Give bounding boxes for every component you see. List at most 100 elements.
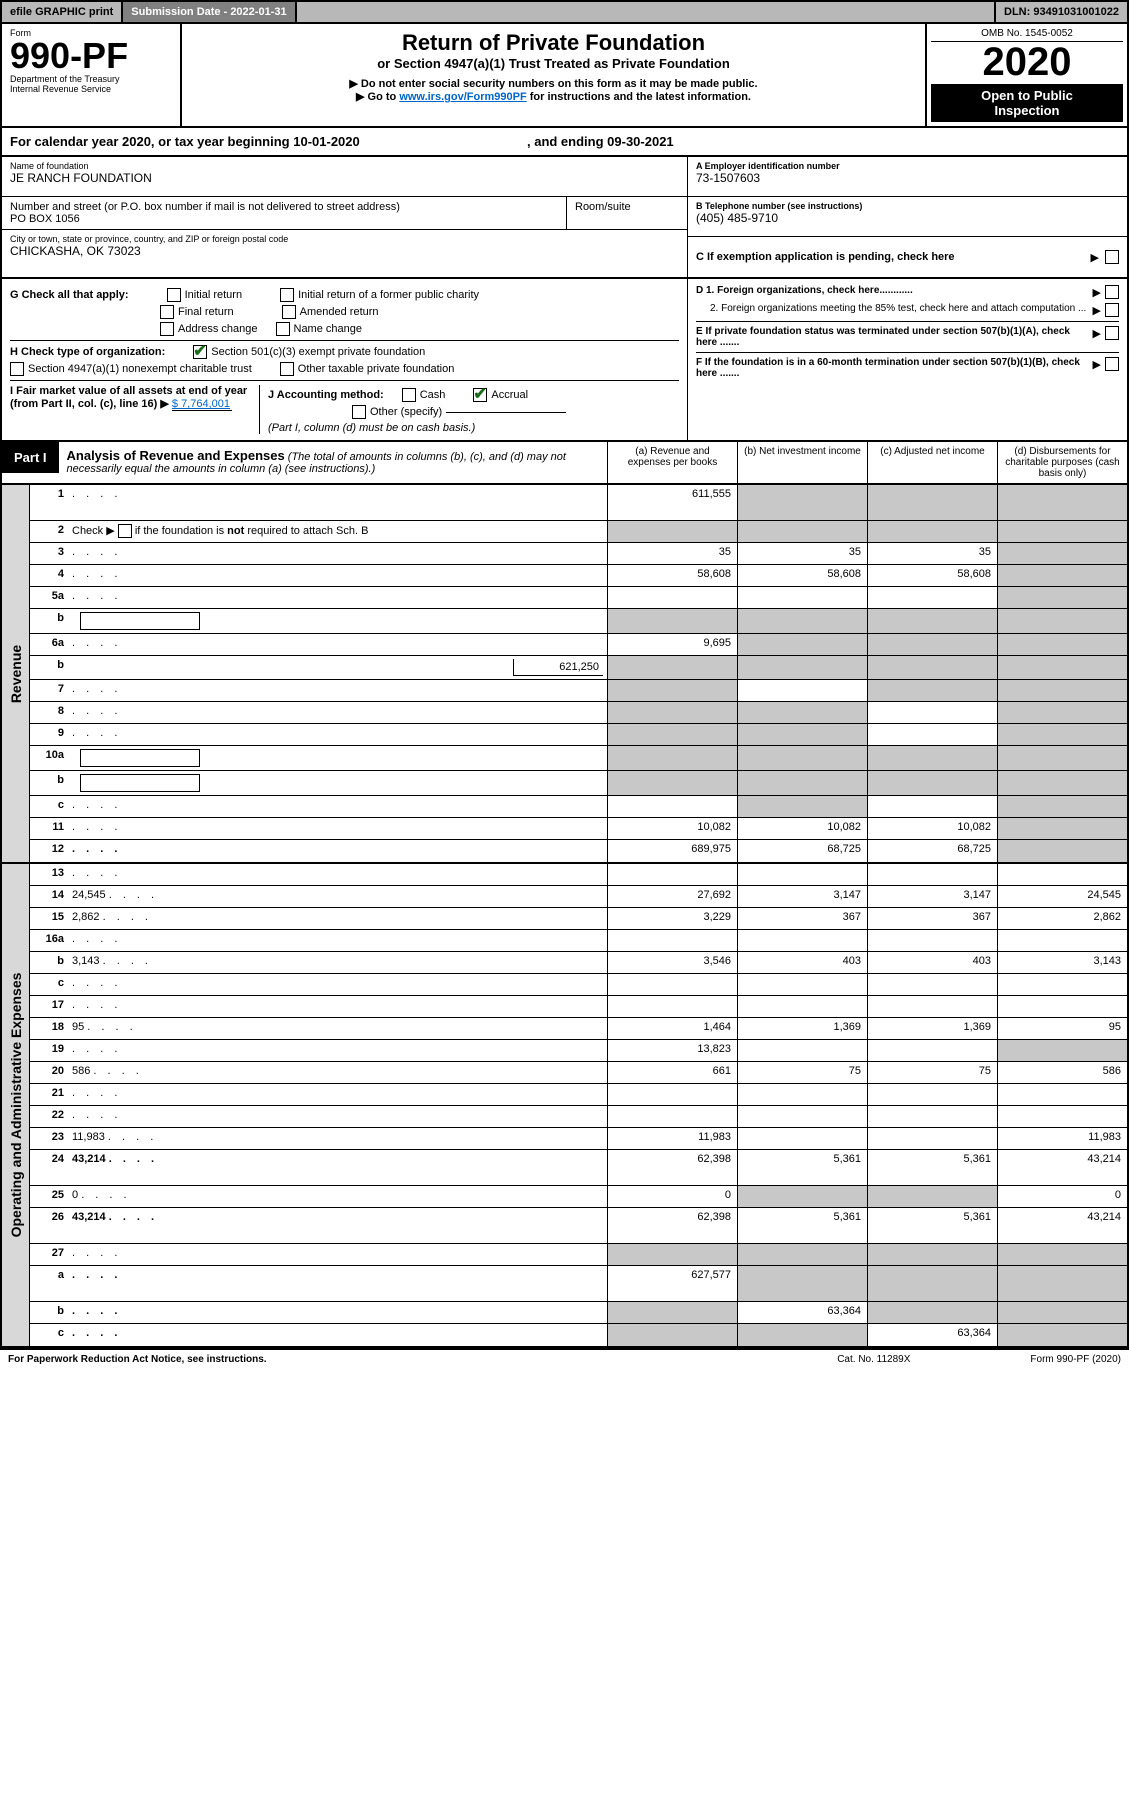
g-final-checkbox[interactable] [160, 305, 174, 319]
line-number: 2 [30, 521, 68, 542]
g-addr-checkbox[interactable] [160, 322, 174, 336]
h-501c3-checkbox[interactable] [193, 345, 207, 359]
col-d-value [997, 771, 1127, 795]
table-row: 13 . . . . [30, 864, 1127, 886]
col-d-value [997, 1040, 1127, 1061]
line-number: 19 [30, 1040, 68, 1061]
col-a-value [607, 656, 737, 679]
identification-block: Name of foundation JE RANCH FOUNDATION N… [0, 157, 1129, 279]
col-b-value [737, 1244, 867, 1265]
line-number: 13 [30, 864, 68, 885]
line-description: 3,143 . . . . [68, 952, 607, 973]
col-a-value: 10,082 [607, 818, 737, 839]
j-cash-checkbox[interactable] [402, 388, 416, 402]
col-b-value [737, 996, 867, 1017]
table-row: 250 . . . .00 [30, 1186, 1127, 1208]
line-description: . . . . [68, 864, 607, 885]
i-fmv-value[interactable]: $ 7,764,001 [172, 398, 232, 411]
line-description: . . . . [68, 680, 607, 701]
col-a-value: 35 [607, 543, 737, 564]
addr-label: Number and street (or P.O. box number if… [10, 201, 558, 213]
col-a-value [607, 796, 737, 817]
line-number: 7 [30, 680, 68, 701]
d2-checkbox[interactable] [1105, 303, 1119, 317]
header-left: Form 990-PF Department of the Treasury I… [2, 24, 182, 126]
col-a-value [607, 930, 737, 951]
line-description: . . . . [68, 1324, 607, 1346]
g-row1: G Check all that apply: Initial return I… [10, 288, 679, 302]
d1-checkbox[interactable] [1105, 285, 1119, 299]
col-b-header: (b) Net investment income [737, 442, 867, 483]
col-c-value [867, 974, 997, 995]
col-d-value [997, 521, 1127, 542]
col-b-value: 75 [737, 1062, 867, 1083]
line-number: 24 [30, 1150, 68, 1185]
col-c-value: 3,147 [867, 886, 997, 907]
col-c-value: 5,361 [867, 1150, 997, 1185]
col-d-value [997, 702, 1127, 723]
col-c-value [867, 702, 997, 723]
g-final-label: Final return [178, 306, 234, 318]
j-accrual-checkbox[interactable] [473, 388, 487, 402]
j-other-label: Other (specify) [370, 406, 442, 418]
col-c-value: 58,608 [867, 565, 997, 586]
col-b-value [737, 746, 867, 770]
open-to-public: Open to Public Inspection [931, 84, 1123, 122]
col-d-value [997, 1084, 1127, 1105]
col-b-value: 1,369 [737, 1018, 867, 1039]
line-number: 9 [30, 724, 68, 745]
table-row: b621,250 [30, 656, 1127, 680]
schedule-b-checkbox[interactable] [118, 524, 132, 538]
line-number: a [30, 1266, 68, 1301]
col-d-value [997, 609, 1127, 633]
line-description: . . . . [68, 587, 607, 608]
col-d-value: 2,862 [997, 908, 1127, 929]
table-row: 1 . . . .611,555 [30, 485, 1127, 521]
g-initial-checkbox[interactable] [167, 288, 181, 302]
col-a-value [607, 521, 737, 542]
line-description: . . . . [68, 796, 607, 817]
line-number: 25 [30, 1186, 68, 1207]
col-d-value [997, 634, 1127, 655]
c-checkbox[interactable] [1105, 250, 1119, 264]
g-name-checkbox[interactable] [276, 322, 290, 336]
table-row: 7 . . . . [30, 680, 1127, 702]
col-b-value [737, 521, 867, 542]
table-row: 27 . . . . [30, 1244, 1127, 1266]
col-a-value [607, 587, 737, 608]
j-other-checkbox[interactable] [352, 405, 366, 419]
col-a-value [607, 996, 737, 1017]
h-other-checkbox[interactable] [280, 362, 294, 376]
col-a-value: 9,695 [607, 634, 737, 655]
col-d-value: 3,143 [997, 952, 1127, 973]
expenses-section: Operating and Administrative Expenses 13… [0, 864, 1129, 1348]
line-description: 0 . . . . [68, 1186, 607, 1207]
line-number: 10a [30, 746, 68, 770]
calyr-begin: 10-01-2020 [293, 134, 360, 149]
j-other-input[interactable] [446, 412, 566, 413]
e-checkbox[interactable] [1105, 326, 1119, 340]
revenue-section: Revenue 1 . . . .611,5552Check ▶ if the … [0, 485, 1129, 864]
expenses-sidelabel: Operating and Administrative Expenses [2, 864, 30, 1346]
g-amended-checkbox[interactable] [282, 305, 296, 319]
line-description: . . . . [68, 1106, 607, 1127]
h-4947-checkbox[interactable] [10, 362, 24, 376]
col-b-value [737, 724, 867, 745]
col-d-value [997, 818, 1127, 839]
d2-label: 2. Foreign organizations meeting the 85%… [696, 303, 1087, 314]
col-b-value [737, 1266, 867, 1301]
tax-year: 2020 [931, 42, 1123, 82]
col-a-value [607, 724, 737, 745]
col-b-value [737, 930, 867, 951]
col-b-value: 5,361 [737, 1208, 867, 1243]
g-initial-former-checkbox[interactable] [280, 288, 294, 302]
col-c-value: 403 [867, 952, 997, 973]
h-label: H Check type of organization: [10, 346, 165, 358]
col-b-value: 3,147 [737, 886, 867, 907]
line-number: 26 [30, 1208, 68, 1243]
f-checkbox[interactable] [1105, 357, 1119, 371]
city-label: City or town, state or province, country… [10, 234, 679, 244]
col-d-value: 586 [997, 1062, 1127, 1083]
irs-link[interactable]: www.irs.gov/Form990PF [399, 91, 526, 103]
col-a-value [607, 1244, 737, 1265]
